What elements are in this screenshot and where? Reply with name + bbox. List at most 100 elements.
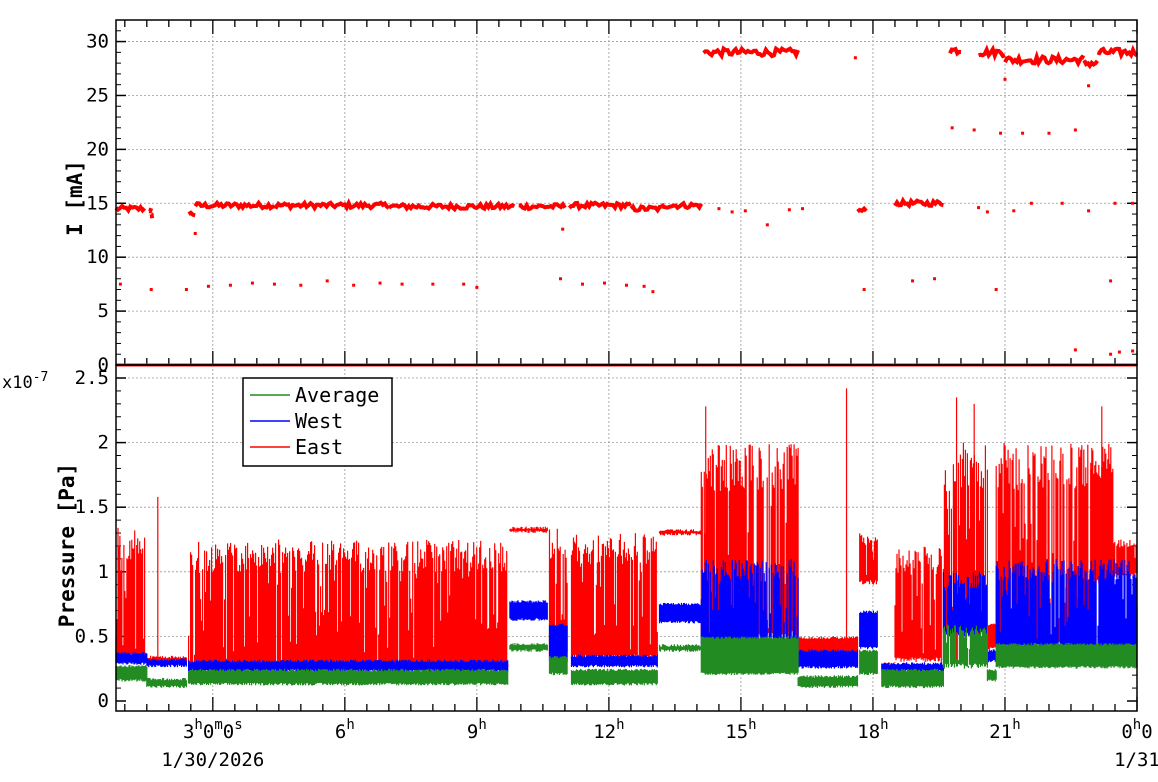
current-data-point (558, 277, 562, 281)
current-tick-label: 10 (86, 246, 109, 268)
current-data-point (118, 282, 122, 286)
current-data-point (475, 285, 479, 289)
time-tick-label: 15h (725, 717, 756, 743)
pressure-axis-title: Pressure [Pa] (55, 463, 79, 627)
current-data-point (933, 277, 937, 281)
pressure-data-range (188, 539, 509, 669)
current-data-point (1117, 350, 1121, 354)
current-data-point (743, 209, 747, 213)
pressure-data-range (658, 529, 702, 536)
pressure-data-range (146, 677, 187, 688)
pressure-data-range (700, 636, 799, 676)
pressure-data-range (115, 664, 148, 682)
time-tick-value: 6 (335, 721, 346, 743)
pressure-data-range (986, 623, 997, 650)
time-tick-value-3: 0 (223, 721, 234, 743)
time-tick-unit-3: s (234, 717, 242, 733)
current-data-point (730, 210, 734, 214)
time-tick-unit: h (880, 717, 888, 733)
current-data-point (378, 281, 382, 285)
pressure-tick-label: 1 (98, 561, 109, 583)
pressure-series-average (115, 624, 1138, 689)
current-data-point (1003, 77, 1007, 81)
pressure-frame (115, 364, 1138, 712)
time-tick-value: 18 (857, 721, 880, 743)
pressure-data-range (509, 600, 548, 621)
current-data-point (1109, 352, 1113, 356)
pressure-exponent-label: x10-7 (2, 370, 48, 393)
pressure-series-west (115, 558, 1138, 673)
current-data-point (950, 126, 954, 130)
current-data-point (228, 283, 232, 287)
current-data-point (352, 283, 356, 287)
current-data-point (1021, 131, 1025, 135)
pressure-data-range (797, 649, 859, 669)
time-tick-unit: h (1012, 717, 1020, 733)
time-tick-unit-2: m (214, 717, 222, 733)
pressure-data-range (570, 654, 658, 668)
time-tick-label: 3h0m0s (183, 717, 243, 743)
current-data-segment (1003, 50, 1086, 68)
pressure-data-range (986, 649, 997, 663)
current-tick-label: 25 (86, 84, 109, 106)
pressure-data-range (1090, 443, 1114, 585)
pressure-data-range (658, 602, 702, 624)
current-data-point (206, 284, 210, 288)
current-data-point (1113, 201, 1117, 205)
current-data-point (862, 288, 866, 292)
current-data-segment (977, 44, 1006, 62)
pressure-data-range (548, 656, 568, 676)
pressure-tick-label: 0 (98, 690, 109, 712)
current-data-segment (856, 205, 868, 214)
current-data-segment (193, 199, 275, 212)
time-tick-value: 21 (989, 721, 1012, 743)
current-data-point (1131, 349, 1135, 353)
date-label: 1/30/2026 (161, 749, 264, 771)
current-data-point (184, 288, 188, 292)
pressure-data-range (859, 533, 878, 585)
current-data-point (717, 207, 721, 211)
current-data-segment (187, 210, 196, 218)
current-data-segment (893, 196, 944, 210)
current-data-segment (1082, 59, 1099, 70)
legend-label-east: East (295, 435, 343, 459)
current-data-point (994, 288, 998, 292)
time-tick-value: 15 (725, 721, 748, 743)
pressure-data-range (509, 526, 548, 533)
time-tick-value: 12 (593, 721, 616, 743)
pressure-data-range (986, 669, 997, 682)
pressure-exponent-base: x10 (2, 373, 33, 393)
current-tick-label: 20 (86, 138, 109, 160)
legend-label-west: West (295, 409, 343, 433)
time-tick-value: 0 (1121, 721, 1132, 743)
pressure-data-range (188, 668, 509, 686)
pressure-data-range (188, 659, 509, 673)
current-data-point (765, 223, 769, 227)
current-data-point (462, 282, 466, 286)
pressure-tick-label: 2.5 (75, 367, 109, 389)
current-data-point (299, 283, 303, 287)
current-data-segment (567, 199, 632, 213)
pressure-data-range (881, 668, 944, 689)
current-data-point (625, 283, 628, 287)
legend-label-average: Average (295, 383, 379, 407)
pressure-data-range (146, 658, 187, 668)
pressure-data-range (942, 624, 988, 669)
current-data-segment (149, 212, 155, 219)
current-data-segment (273, 198, 391, 213)
current-tick-label: 30 (86, 31, 109, 53)
pressure-data-range (995, 642, 1138, 669)
time-tick-unit: h (748, 717, 756, 733)
time-tick-unit: h (478, 717, 486, 733)
pressure-data-range (548, 623, 568, 662)
current-data-segment (1096, 44, 1139, 61)
time-tick-unit: h (616, 717, 624, 733)
current-data-segment (660, 200, 704, 212)
current-data-point (431, 282, 435, 286)
current-data-point (1073, 128, 1077, 132)
pressure-tick-label: 0.5 (75, 625, 109, 647)
time-tick-label: 0h0 (1121, 717, 1152, 743)
time-tick-label: 12h (593, 717, 624, 743)
pressure-data-range (942, 571, 988, 637)
legend: Average West East (242, 377, 393, 467)
